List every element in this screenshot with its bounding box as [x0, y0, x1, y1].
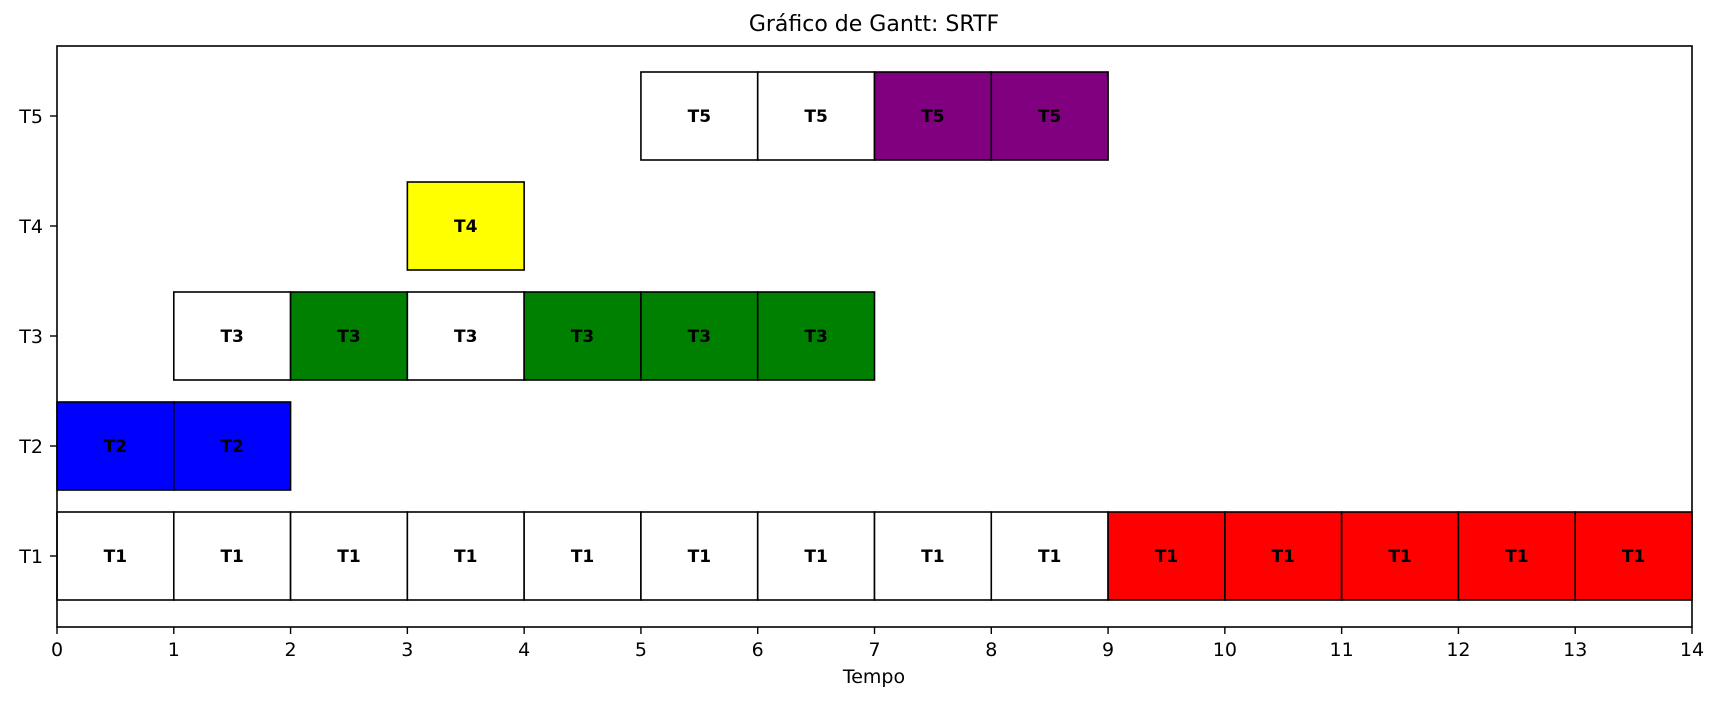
y-tick-label-t5: T5 [18, 106, 43, 128]
bar-label-t3-t3: T3 [454, 327, 477, 347]
gantt-bar-t5-t6 [756, 71, 876, 161]
gantt-bar-t1-t2 [289, 511, 409, 601]
y-tick-label-t4: T4 [18, 216, 43, 238]
bar-label-t5-t6: T5 [804, 107, 827, 127]
gantt-bar-t3-t1 [172, 291, 292, 381]
x-tick-label-9: 9 [1102, 639, 1114, 661]
x-tick-label-10: 10 [1213, 639, 1237, 661]
bar-label-t1-t10: T1 [1272, 547, 1295, 567]
x-tick-label-5: 5 [635, 639, 647, 661]
bar-label-t1-t5: T1 [688, 547, 711, 567]
gantt-bar-t3-t3 [406, 291, 525, 381]
gantt-bar-t3-t2 [289, 291, 409, 381]
bar-label-t1-t7: T1 [921, 547, 944, 567]
gantt-bar-t3-t5 [640, 291, 759, 381]
x-tick-label-6: 6 [752, 639, 764, 661]
gantt-bar-t1-t13 [1574, 511, 1693, 601]
bar-label-t1-t12: T1 [1505, 547, 1528, 567]
gantt-bar-t1-t8 [990, 511, 1109, 601]
bar-label-t3-t5: T3 [688, 327, 711, 347]
gantt-bar-t1-t7 [873, 511, 993, 601]
bar-label-t5-t7: T5 [921, 107, 944, 127]
x-tick-label-14: 14 [1680, 639, 1704, 661]
bar-label-t1-t8: T1 [1038, 547, 1061, 567]
x-tick-label-11: 11 [1330, 639, 1354, 661]
gantt-bar-t5-t8 [990, 71, 1109, 161]
gantt-bar-t1-t12 [1457, 511, 1577, 601]
bar-label-t3-t6: T3 [804, 327, 827, 347]
y-tick-label-t1: T1 [18, 546, 43, 568]
gantt-bar-t1-t10 [1224, 511, 1343, 601]
x-tick-label-13: 13 [1563, 639, 1587, 661]
x-tick-label-12: 12 [1446, 639, 1470, 661]
y-tick-label-t2: T2 [18, 436, 43, 458]
x-tick-label-1: 1 [168, 639, 180, 661]
bar-label-t1-t2: T1 [337, 547, 360, 567]
bar-label-t3-t1: T3 [220, 327, 243, 347]
bar-label-t1-t13: T1 [1622, 547, 1645, 567]
bar-label-t1-t4: T1 [571, 547, 594, 567]
bar-label-t1-t11: T1 [1388, 547, 1411, 567]
bar-label-t1-t1: T1 [220, 547, 243, 567]
gantt-bar-t3-t6 [756, 291, 876, 381]
bar-label-t1-t9: T1 [1155, 547, 1178, 567]
bar-label-t4-t3: T4 [454, 217, 478, 237]
bar-label-t3-t2: T3 [337, 327, 360, 347]
bar-label-t5-t5: T5 [688, 107, 711, 127]
gantt-bar-t1-t9 [1107, 511, 1226, 601]
x-tick-label-3: 3 [401, 639, 413, 661]
x-tick-label-7: 7 [868, 639, 880, 661]
x-tick-label-2: 2 [285, 639, 297, 661]
gantt-bar-t5-t5 [640, 71, 759, 161]
plot-area: T1 T1 T1 T1 T1 T1 T1 T1 T1 T1 T1 T1 T1 T1 T2 T2 T3 T3 T3 T3… [56, 71, 1693, 601]
x-tick-label-4: 4 [518, 639, 530, 661]
bar-label-t3-t4: T3 [571, 327, 594, 347]
y-tick-label-t3: T3 [18, 326, 43, 348]
bar-label-t2-t1: T2 [220, 437, 243, 457]
gantt-bar-t2-t1 [172, 401, 292, 491]
bar-label-t5-t8: T5 [1038, 107, 1061, 127]
x-axis-label: Tempo [842, 666, 905, 688]
chart-title: Gráfico de Gantt: SRTF [749, 12, 999, 37]
bar-label-t1-t0: T1 [104, 547, 127, 567]
x-tick-label-8: 8 [985, 639, 997, 661]
bar-label-t2-t0: T2 [104, 437, 127, 457]
bar-label-t1-t3: T1 [454, 547, 477, 567]
bar-label-t1-t6: T1 [804, 547, 827, 567]
gantt-bar-t1-t6 [756, 511, 876, 601]
x-tick-label-0: 0 [51, 639, 63, 661]
gantt-bar-t3-t4 [523, 291, 642, 381]
gantt-bar-t2-t0 [56, 401, 175, 491]
gantt-bar-t4-t3 [406, 181, 525, 271]
gantt-bar-t1-t0 [56, 511, 175, 601]
